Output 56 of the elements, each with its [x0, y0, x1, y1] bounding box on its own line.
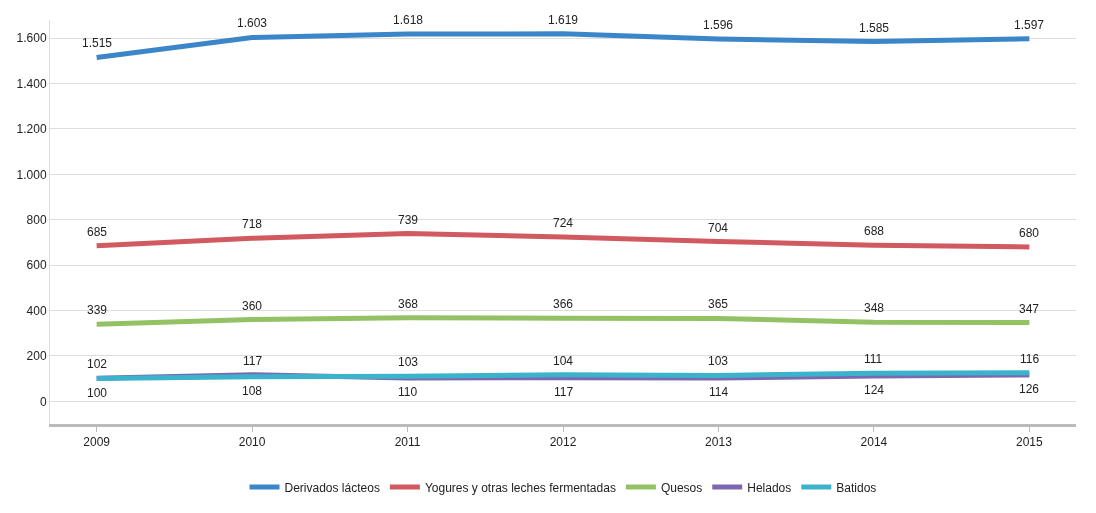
data-label: 117: [554, 385, 574, 399]
data-label: 339: [87, 303, 108, 317]
y-tick-label: 600: [26, 258, 47, 273]
data-label: 102: [87, 357, 108, 371]
x-tick-label: 2011: [394, 435, 421, 450]
data-label: 739: [398, 213, 419, 227]
data-label: 117: [243, 354, 263, 368]
y-tick-label: 800: [26, 212, 47, 227]
x-tick-label: 2010: [238, 435, 266, 450]
data-label: 100: [87, 386, 108, 400]
data-label: 680: [1019, 226, 1040, 240]
x-tick-label: 2009: [83, 435, 111, 450]
data-label: 685: [87, 225, 108, 239]
data-label: 704: [708, 221, 729, 235]
data-label: 103: [398, 355, 419, 369]
data-label: 103: [708, 354, 729, 368]
y-tick-label: 400: [26, 303, 47, 318]
data-label: 1.585: [859, 21, 890, 35]
data-label: 111: [864, 352, 883, 366]
data-label: 1.597: [1014, 18, 1045, 32]
data-label: 724: [553, 216, 574, 230]
data-label: 126: [1019, 382, 1040, 396]
data-label: 108: [242, 384, 263, 398]
data-label: 124: [864, 383, 885, 397]
y-tick-label: 1.600: [16, 31, 47, 46]
legend-label: Helados: [747, 480, 792, 495]
y-tick-label: 0: [39, 394, 47, 409]
data-label: 360: [242, 299, 263, 313]
y-tick-label: 1.000: [16, 167, 47, 182]
data-label: 110: [398, 385, 418, 399]
x-tick-label: 2015: [1016, 435, 1044, 450]
y-tick-label: 1.400: [16, 76, 47, 91]
legend-label: Yogures y otras leches fermentadas: [424, 480, 616, 495]
data-label: 104: [553, 354, 574, 368]
data-label: 1.603: [237, 16, 268, 30]
data-label: 368: [398, 297, 419, 311]
data-label: 116: [1020, 352, 1040, 366]
x-tick-label: 2014: [860, 435, 888, 450]
data-label: 347: [1019, 302, 1040, 316]
legend-label: Batidos: [836, 480, 877, 495]
y-tick-label: 200: [26, 349, 47, 364]
data-label: 1.618: [393, 13, 424, 27]
data-label: 114: [709, 385, 729, 399]
legend-label: Derivados lácteos: [284, 480, 380, 495]
x-tick-label: 2013: [705, 435, 733, 450]
data-label: 1.515: [82, 36, 113, 50]
data-label: 1.619: [548, 13, 579, 27]
x-tick-label: 2012: [549, 435, 577, 450]
data-label: 348: [864, 301, 885, 315]
data-label: 718: [242, 217, 263, 231]
y-tick-label: 1.200: [16, 122, 47, 137]
data-label: 366: [553, 297, 574, 311]
data-label: 365: [708, 297, 729, 311]
data-label: 1.596: [703, 18, 734, 32]
legend-label: Quesos: [660, 480, 703, 495]
data-label: 688: [864, 224, 885, 238]
